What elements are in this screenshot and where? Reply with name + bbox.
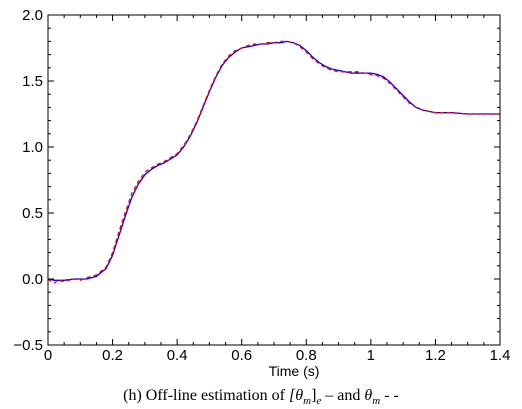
caption-subscript-e: e [316, 395, 322, 408]
series-line-dashed [47, 40, 500, 284]
y-tick-label: 1.5 [22, 73, 43, 90]
caption-subscript-m1: m [303, 395, 312, 408]
x-tick-label: 0.4 [167, 347, 188, 364]
y-tick-label: 1.0 [22, 139, 43, 156]
series-line-solid [47, 40, 500, 281]
caption-mid: – and [321, 387, 365, 404]
y-tick-label: 0.5 [22, 205, 43, 222]
x-tick-label: 1 [367, 347, 375, 364]
x-tick-label: 1.2 [425, 347, 446, 364]
y-tick-label: 2.0 [22, 7, 43, 24]
figure-caption: (h) Off-line estimation of [θm]e – and θ… [0, 387, 522, 407]
x-tick-label: 1.4 [490, 347, 511, 364]
y-tick-label: −0.5 [13, 337, 43, 354]
x-tick-label: 0.6 [231, 347, 252, 364]
caption-bracket-close: ] [311, 387, 317, 404]
series-layer [47, 40, 500, 284]
axes-layer: 0 0.2 0.4 0.6 0.8 1 1.2 1.4 −0.5 0.0 0.5 1.0 1.5 2.0 [13, 7, 510, 364]
caption-symbol-measured: θ [364, 387, 373, 404]
caption-symbol-estimate: [θ [289, 387, 304, 404]
y-tick-label: 0.0 [22, 271, 43, 288]
caption-tail: - - [380, 387, 399, 404]
caption-subscript-m2: m [372, 395, 381, 408]
chart: 0 0.2 0.4 0.6 0.8 1 1.2 1.4−0.50.00.51.01.52.0 … [13, 7, 510, 379]
caption-prefix: (h) Off-line estimation of [123, 387, 290, 404]
plot-frame [47, 14, 501, 346]
x-tick-label: 0.8 [296, 347, 317, 364]
x-tick-label: 0.2 [102, 347, 123, 364]
x-axis-title: Time (s) [269, 363, 320, 379]
x-tick-label: 0 [44, 347, 52, 364]
